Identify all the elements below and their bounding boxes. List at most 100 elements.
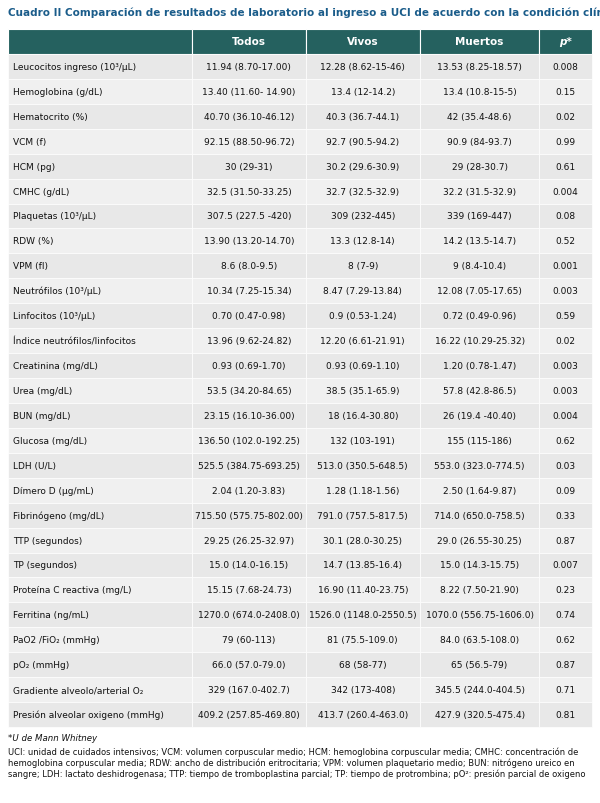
Text: 15.0 (14.0-16.15): 15.0 (14.0-16.15) xyxy=(209,560,289,570)
Text: 13.53 (8.25-18.57): 13.53 (8.25-18.57) xyxy=(437,63,522,71)
Text: 0.09: 0.09 xyxy=(556,486,576,495)
Bar xyxy=(192,403,306,428)
Bar xyxy=(420,652,539,677)
Bar xyxy=(420,229,539,254)
Bar xyxy=(192,254,306,279)
Text: BUN (mg/dL): BUN (mg/dL) xyxy=(13,411,71,420)
Text: 92.15 (88.50-96.72): 92.15 (88.50-96.72) xyxy=(203,137,294,146)
Bar xyxy=(8,552,192,577)
Text: 1.20 (0.78-1.47): 1.20 (0.78-1.47) xyxy=(443,361,516,370)
Bar xyxy=(192,528,306,552)
Bar xyxy=(539,453,592,478)
Text: 8 (7-9): 8 (7-9) xyxy=(347,262,378,271)
Bar xyxy=(420,453,539,478)
Bar xyxy=(539,652,592,677)
Text: 413.7 (260.4-463.0): 413.7 (260.4-463.0) xyxy=(317,710,408,719)
Bar xyxy=(306,129,420,154)
Bar xyxy=(306,353,420,378)
Bar xyxy=(8,154,192,179)
Text: Índice neutrófilos/linfocitos: Índice neutrófilos/linfocitos xyxy=(13,336,136,345)
Text: 427.9 (320.5-475.4): 427.9 (320.5-475.4) xyxy=(434,710,524,719)
Bar xyxy=(192,179,306,204)
Bar xyxy=(539,428,592,453)
Bar xyxy=(539,55,592,79)
Text: 329 (167.0-402.7): 329 (167.0-402.7) xyxy=(208,685,290,695)
Text: *U de Mann Whitney: *U de Mann Whitney xyxy=(8,733,97,742)
Bar xyxy=(8,577,192,602)
Text: 13.4 (12-14.2): 13.4 (12-14.2) xyxy=(331,88,395,96)
Text: 0.02: 0.02 xyxy=(556,112,576,121)
Bar xyxy=(539,279,592,304)
Bar xyxy=(539,179,592,204)
Bar xyxy=(192,503,306,528)
Bar xyxy=(306,229,420,254)
Bar xyxy=(306,503,420,528)
Text: 29.0 (26.55-30.25): 29.0 (26.55-30.25) xyxy=(437,536,522,545)
Text: TTP (segundos): TTP (segundos) xyxy=(13,536,82,545)
Bar xyxy=(8,328,192,353)
Text: 79 (60-113): 79 (60-113) xyxy=(222,635,275,645)
Text: Gradiente alveolo/arterial O₂: Gradiente alveolo/arterial O₂ xyxy=(13,685,143,695)
Text: 1070.0 (556.75-1606.0): 1070.0 (556.75-1606.0) xyxy=(425,610,533,620)
Text: 0.99: 0.99 xyxy=(556,137,576,146)
Bar xyxy=(539,478,592,503)
Bar xyxy=(306,304,420,328)
Bar xyxy=(306,428,420,453)
Text: Hemoglobina (g/dL): Hemoglobina (g/dL) xyxy=(13,88,103,96)
Bar xyxy=(306,478,420,503)
Bar xyxy=(8,104,192,129)
Bar xyxy=(539,403,592,428)
Bar xyxy=(8,652,192,677)
Bar xyxy=(420,677,539,702)
Bar xyxy=(8,30,192,55)
Text: 30 (29-31): 30 (29-31) xyxy=(225,162,272,171)
Text: 0.93 (0.69-1.70): 0.93 (0.69-1.70) xyxy=(212,361,286,370)
Text: 0.23: 0.23 xyxy=(556,585,576,595)
Text: 8.22 (7.50-21.90): 8.22 (7.50-21.90) xyxy=(440,585,519,595)
Bar xyxy=(8,254,192,279)
Bar xyxy=(192,652,306,677)
Bar xyxy=(192,279,306,304)
Bar xyxy=(539,154,592,179)
Bar xyxy=(306,378,420,403)
Bar xyxy=(539,627,592,652)
Text: 2.04 (1.20-3.83): 2.04 (1.20-3.83) xyxy=(212,486,286,495)
Text: 92.7 (90.5-94.2): 92.7 (90.5-94.2) xyxy=(326,137,400,146)
Text: 1.28 (1.18-1.56): 1.28 (1.18-1.56) xyxy=(326,486,400,495)
Bar xyxy=(539,304,592,328)
Bar xyxy=(539,254,592,279)
Bar xyxy=(8,79,192,104)
Text: 8.47 (7.29-13.84): 8.47 (7.29-13.84) xyxy=(323,287,402,296)
Text: 15.0 (14.3-15.75): 15.0 (14.3-15.75) xyxy=(440,560,519,570)
Bar xyxy=(8,304,192,328)
Bar xyxy=(192,453,306,478)
Text: 65 (56.5-79): 65 (56.5-79) xyxy=(451,660,508,670)
Text: 0.74: 0.74 xyxy=(556,610,576,620)
Text: 0.004: 0.004 xyxy=(553,187,578,196)
Bar xyxy=(8,204,192,229)
Text: Glucosa (mg/dL): Glucosa (mg/dL) xyxy=(13,436,87,446)
Bar xyxy=(539,528,592,552)
Text: 26 (19.4 -40.40): 26 (19.4 -40.40) xyxy=(443,411,516,420)
Text: 16.22 (10.29-25.32): 16.22 (10.29-25.32) xyxy=(434,336,524,345)
Bar xyxy=(539,328,592,353)
Bar xyxy=(8,55,192,79)
Bar xyxy=(420,478,539,503)
Bar xyxy=(306,652,420,677)
Bar xyxy=(192,478,306,503)
Text: 30.1 (28.0-30.25): 30.1 (28.0-30.25) xyxy=(323,536,402,545)
Text: 0.007: 0.007 xyxy=(553,560,578,570)
Bar xyxy=(539,204,592,229)
Bar xyxy=(420,328,539,353)
Bar xyxy=(539,104,592,129)
Text: 0.72 (0.49-0.96): 0.72 (0.49-0.96) xyxy=(443,312,516,320)
Bar xyxy=(420,104,539,129)
Text: 12.20 (6.61-21.91): 12.20 (6.61-21.91) xyxy=(320,336,405,345)
Text: 23.15 (16.10-36.00): 23.15 (16.10-36.00) xyxy=(203,411,294,420)
Text: 13.3 (12.8-14): 13.3 (12.8-14) xyxy=(331,237,395,246)
Text: Muertos: Muertos xyxy=(455,38,504,47)
Text: 8.6 (8.0-9.5): 8.6 (8.0-9.5) xyxy=(221,262,277,271)
Text: 0.52: 0.52 xyxy=(556,237,576,246)
Bar xyxy=(8,702,192,727)
Text: 0.70 (0.47-0.98): 0.70 (0.47-0.98) xyxy=(212,312,286,320)
